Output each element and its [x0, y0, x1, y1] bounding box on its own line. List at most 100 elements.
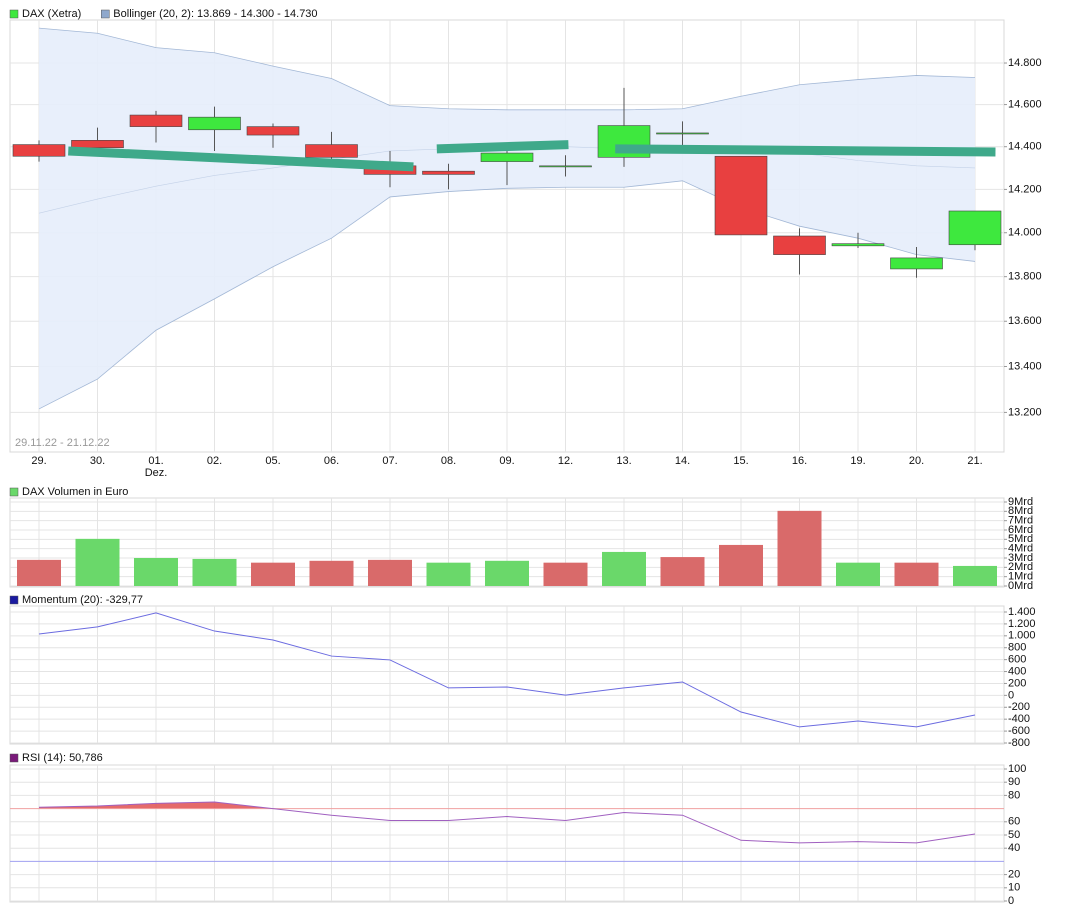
- legend-swatch: [9, 487, 19, 497]
- x-tick-label: 08.: [441, 455, 456, 467]
- x-tick-label: 13.: [616, 455, 631, 467]
- candle-body: [831, 243, 885, 247]
- y-tick-label: -600: [1008, 725, 1030, 737]
- y-tick-label: 6Mrd: [1008, 524, 1033, 536]
- x-tick-label: 12.: [558, 455, 573, 467]
- y-tick-label: 2Mrd: [1008, 561, 1033, 573]
- volume-bar: [368, 559, 412, 586]
- y-tick-label: 40: [1008, 842, 1020, 854]
- candle-body: [12, 144, 66, 157]
- x-tick-label: 14.: [675, 455, 690, 467]
- legend-swatch: [9, 595, 19, 605]
- y-tick-label: 10: [1008, 882, 1020, 894]
- trend-line: [615, 144, 996, 157]
- y-tick-label: -400: [1008, 713, 1030, 725]
- y-tick-label: -800: [1008, 737, 1030, 749]
- x-tick-label: 29.: [31, 455, 46, 467]
- y-tick-label: 20: [1008, 869, 1020, 881]
- trend-line: [436, 140, 569, 154]
- x-tick-label: 06.: [324, 455, 339, 467]
- candle-body: [422, 170, 475, 175]
- x-tick-label: 16.: [792, 455, 807, 467]
- candle-body: [539, 165, 592, 168]
- y-tick-label: 5Mrd: [1008, 533, 1033, 545]
- volume-bar: [894, 562, 939, 586]
- volume-bar: [836, 562, 880, 586]
- x-tick-label: 07.: [382, 455, 397, 467]
- candle-body: [890, 257, 943, 270]
- y-tick-label: 0: [1008, 895, 1014, 905]
- date-range: 29.11.22 - 21.12.22: [15, 437, 110, 449]
- x-tick-label: 15.: [733, 455, 748, 467]
- candle-body: [714, 155, 768, 236]
- x-tick-label: 19.: [850, 455, 865, 467]
- y-tick-label: 3Mrd: [1008, 552, 1033, 564]
- volume-bar: [192, 558, 237, 586]
- indicator-line: [38, 612, 976, 728]
- volume-bar: [602, 551, 646, 586]
- y-tick-label: 13.200: [1008, 406, 1042, 418]
- y-tick-label: 13.600: [1008, 315, 1042, 327]
- y-tick-label: 14.800: [1008, 57, 1042, 69]
- candle-body: [773, 235, 826, 255]
- volume-bar: [660, 557, 705, 586]
- y-tick-label: 1Mrd: [1008, 571, 1033, 583]
- bollinger-lower: [38, 180, 976, 410]
- y-tick-label: 13.800: [1008, 271, 1042, 283]
- volume-bar: [543, 562, 588, 586]
- y-tick-label: -200: [1008, 701, 1030, 713]
- candle-body: [71, 140, 124, 149]
- x-tick-label: 30.: [90, 455, 105, 467]
- y-tick-label: 14.400: [1008, 141, 1042, 153]
- indicator-line: [38, 801, 976, 844]
- legend-label: Momentum (20): -329,77: [22, 594, 143, 606]
- volume-bar: [426, 562, 471, 586]
- y-tick-label: 400: [1008, 665, 1026, 677]
- volume-bar: [953, 565, 997, 586]
- y-tick-label: 14.200: [1008, 183, 1042, 195]
- legend-swatch: [9, 753, 19, 763]
- volume-bar: [17, 559, 61, 586]
- y-tick-label: 1.400: [1008, 606, 1036, 618]
- trend-line: [68, 146, 414, 172]
- x-tick-label: 02.: [207, 455, 222, 467]
- legend-label: RSI (14): 50,786: [22, 752, 103, 764]
- x-tick-label: 05.: [265, 455, 280, 467]
- legend-swatch: [9, 9, 19, 19]
- y-tick-label: 100: [1008, 763, 1026, 775]
- volume-bar: [777, 510, 822, 586]
- y-tick-label: 0: [1008, 689, 1014, 701]
- y-tick-label: 7Mrd: [1008, 515, 1033, 527]
- y-tick-label: 90: [1008, 776, 1020, 788]
- candle-body: [305, 144, 358, 158]
- y-tick-label: 80: [1008, 789, 1020, 801]
- y-tick-label: 1.000: [1008, 630, 1036, 642]
- volume-bar: [719, 544, 763, 586]
- legend-label: DAX (Xetra): [22, 8, 81, 20]
- volume-bar: [134, 558, 178, 586]
- y-tick-label: 800: [1008, 642, 1026, 654]
- y-tick-label: 60: [1008, 816, 1020, 828]
- y-tick-label: 14.600: [1008, 98, 1042, 110]
- y-tick-label: 4Mrd: [1008, 543, 1033, 555]
- x-tick-label: 21.: [967, 455, 982, 467]
- y-tick-label: 8Mrd: [1008, 505, 1033, 517]
- y-tick-label: 0Mrd: [1008, 580, 1033, 592]
- overbought-fill: [39, 802, 273, 809]
- candle-body: [656, 132, 709, 135]
- y-tick-label: 1.200: [1008, 618, 1036, 630]
- y-tick-label: 50: [1008, 829, 1020, 841]
- candle-body: [129, 114, 183, 127]
- volume-bar: [251, 562, 295, 586]
- volume-bar: [309, 560, 354, 586]
- y-tick-label: 200: [1008, 677, 1026, 689]
- x-tick-label: 01.: [148, 455, 163, 467]
- x-tick-label: 09.: [499, 455, 514, 467]
- y-tick-label: 13.400: [1008, 360, 1042, 372]
- legend-swatch: [101, 9, 110, 19]
- y-tick-label: 9Mrd: [1008, 496, 1033, 508]
- x-tick-sublabel: Dez.: [145, 467, 168, 479]
- y-tick-label: 14.000: [1008, 227, 1042, 239]
- candle-body: [948, 210, 1002, 246]
